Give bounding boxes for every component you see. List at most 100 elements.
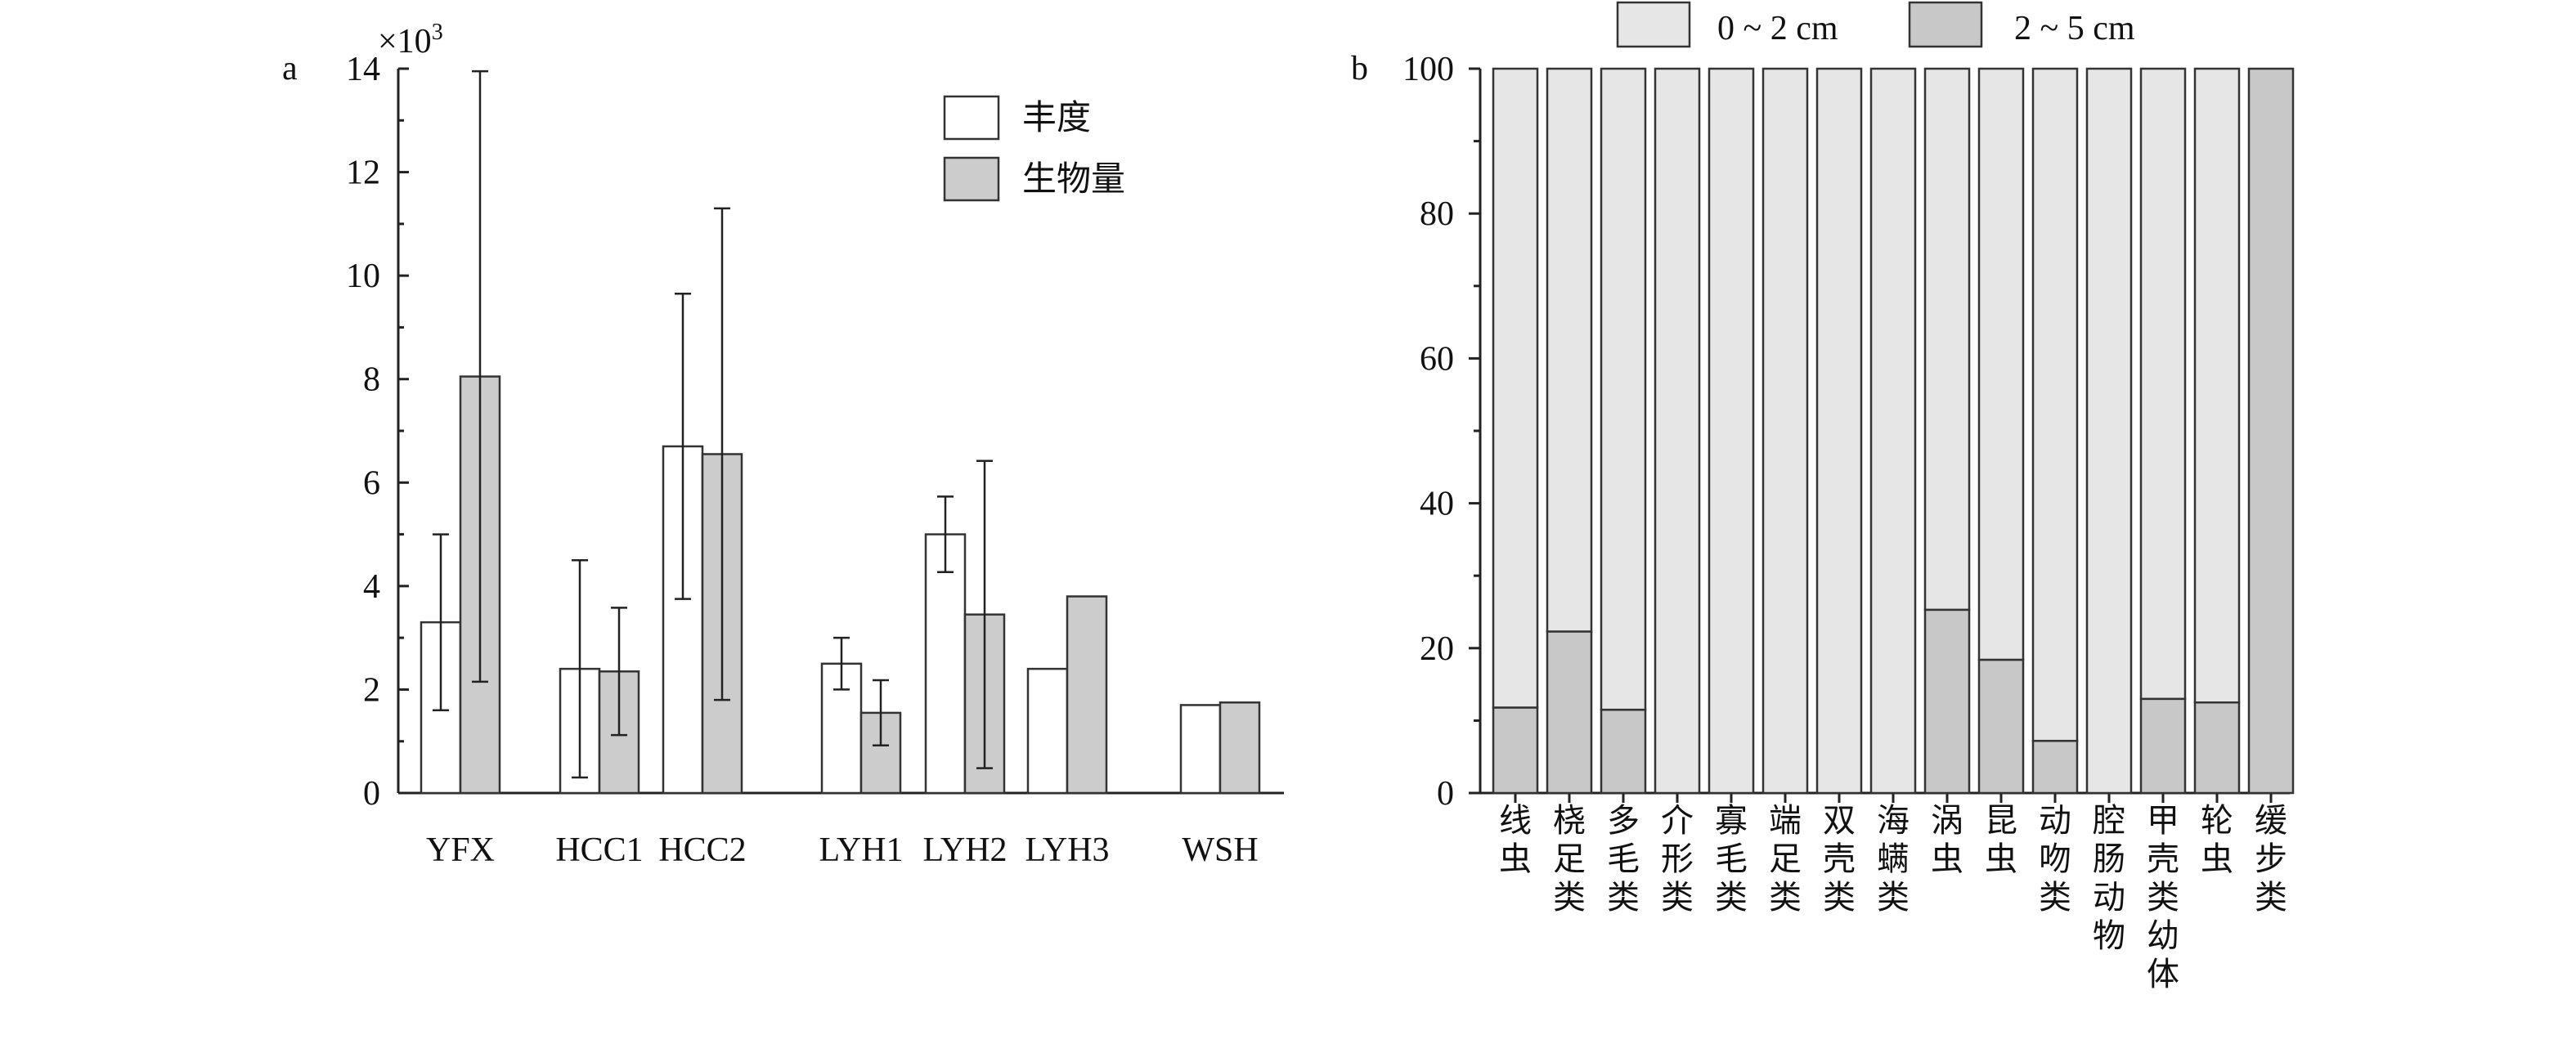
x-tick-label-char: 缓 xyxy=(2255,802,2287,839)
x-tick-label-char: 虫 xyxy=(1499,840,1532,877)
panel-a-legend: 丰度 生物量 xyxy=(943,95,1125,202)
bar-segment-0-2cm xyxy=(1600,67,1647,711)
x-tick-label: LYH3 xyxy=(1025,831,1109,869)
y-tick-label: 40 xyxy=(1420,486,1454,523)
x-tick-label: YFX xyxy=(426,831,495,869)
legend-label-0-2cm: 0 ~ 2 cm xyxy=(1717,10,1838,47)
bar-segment-0-2cm xyxy=(1546,67,1593,633)
y-tick-label: 100 xyxy=(1402,51,1454,88)
y-tick-label: 14 xyxy=(346,51,380,88)
bar-segment-0-2cm xyxy=(2085,67,2133,795)
x-tick-label-char: 类 xyxy=(1661,879,1694,916)
bar-segment-0-2cm xyxy=(1492,67,1539,709)
x-tick-label-char: 多 xyxy=(1607,802,1640,839)
x-tick-label-char: 虫 xyxy=(1985,840,2017,877)
y-tick-label: 8 xyxy=(363,361,380,399)
bar-segment-2-5cm xyxy=(2031,739,2079,795)
panel-b-bars xyxy=(1492,67,2295,795)
panel-a-bars xyxy=(420,375,1261,795)
panel-a-error-bars xyxy=(433,69,993,779)
y-tick-label: 80 xyxy=(1420,195,1454,233)
x-tick-label-char: 类 xyxy=(2147,879,2179,916)
x-tick-label-char: 肠 xyxy=(2093,840,2125,877)
panel-a-multiplier: ×103 xyxy=(378,20,443,60)
y-tick-label: 0 xyxy=(363,775,380,813)
bar-segment-2-5cm xyxy=(2247,67,2295,795)
bar-abundance xyxy=(924,533,967,795)
bar-biomass xyxy=(859,711,902,795)
y-tick-label: 2 xyxy=(363,671,380,709)
bar-segment-0-2cm xyxy=(1923,67,1971,612)
bar-segment-0-2cm xyxy=(1708,67,1755,795)
bar-segment-0-2cm xyxy=(1977,67,2025,661)
x-tick-label-char: 动 xyxy=(2093,879,2125,916)
x-tick-label-char: 桡 xyxy=(1553,802,1586,839)
y-tick-label: 6 xyxy=(363,464,380,502)
y-tick-label: 0 xyxy=(1437,775,1454,813)
x-tick-label-char: 类 xyxy=(1823,879,1856,916)
bar-segment-0-2cm xyxy=(1869,67,1917,795)
x-tick-label-char: 双 xyxy=(1823,802,1856,839)
x-tick-label-char: 类 xyxy=(1607,879,1640,916)
x-tick-label-char: 类 xyxy=(2039,879,2071,916)
panel-b-label: b xyxy=(1351,50,1368,87)
x-tick-label-char: 线 xyxy=(1499,802,1532,839)
bar-segment-0-2cm xyxy=(1815,67,1863,795)
x-tick-label-char: 体 xyxy=(2147,956,2179,992)
bar-segment-0-2cm xyxy=(1654,67,1701,795)
x-tick-label-char: 壳 xyxy=(2147,840,2179,877)
bar-segment-0-2cm xyxy=(2031,67,2079,742)
x-tick-label-char: 虫 xyxy=(2201,840,2233,877)
bar-segment-2-5cm xyxy=(1600,708,1647,795)
bar-segment-2-5cm xyxy=(1546,630,1593,795)
x-tick-label-char: 螨 xyxy=(1877,840,1910,877)
legend-swatch-2-5cm xyxy=(1908,1,1983,48)
bar-segment-0-2cm xyxy=(2139,67,2187,701)
x-tick-label-char: 虫 xyxy=(1931,840,1963,877)
bar-biomass xyxy=(1218,701,1261,795)
x-tick-label-char: 类 xyxy=(1715,879,1748,916)
y-tick-label: 10 xyxy=(346,258,380,295)
x-tick-label: LYH1 xyxy=(819,831,903,869)
x-tick-label-char: 腔 xyxy=(2093,802,2125,839)
legend-label-biomass: 生物量 xyxy=(1022,161,1125,199)
x-tick-label-char: 类 xyxy=(1877,879,1910,916)
panel-b-legend: 0 ~ 2 cm 2 ~ 5 cm xyxy=(1616,1,2135,48)
x-tick-label-char: 步 xyxy=(2255,840,2287,877)
legend-swatch-biomass xyxy=(943,156,1000,202)
x-tick-label: LYH2 xyxy=(922,831,1007,869)
bar-segment-2-5cm xyxy=(1977,658,2025,795)
bar-abundance xyxy=(1179,704,1222,795)
x-tick-label-char: 壳 xyxy=(1823,840,1856,877)
bar-segment-0-2cm xyxy=(2193,67,2241,704)
panel-a-abundance-biomass-chart: a ×103 0 2 4 6 8 10 12 14 YFX HCC1 HCC2 LYH1 LYH2 LYH… xyxy=(282,20,1284,869)
x-tick-label-char: 甲 xyxy=(2147,802,2179,839)
x-tick-label-char: 吻 xyxy=(2039,840,2071,877)
panel-b-depth-distribution-chart: b 0 ~ 2 cm 2 ~ 5 cm 线虫桡足类多毛类介形类寡毛类端足类双壳类… xyxy=(1351,1,2295,992)
bar-segment-0-2cm xyxy=(1761,67,1809,795)
bar-segment-2-5cm xyxy=(1923,608,1971,795)
bar-segment-2-5cm xyxy=(1492,706,1539,795)
x-tick-label-char: 类 xyxy=(1769,879,1802,916)
legend-swatch-0-2cm xyxy=(1616,1,1691,48)
legend-label-2-5cm: 2 ~ 5 cm xyxy=(2014,10,2135,47)
bar-biomass xyxy=(1066,595,1108,795)
x-tick-label-char: 幼 xyxy=(2147,917,2179,954)
bar-segment-2-5cm xyxy=(2139,697,2187,795)
x-tick-label-char: 介 xyxy=(1661,802,1694,839)
x-tick-label-char: 轮 xyxy=(2201,802,2233,839)
x-tick-label-char: 毛 xyxy=(1607,840,1640,877)
x-tick-label: HCC2 xyxy=(658,831,746,869)
y-tick-label: 4 xyxy=(363,568,380,606)
x-tick-label-char: 寡 xyxy=(1715,802,1748,839)
x-tick-label-char: 毛 xyxy=(1715,840,1748,877)
y-tick-label: 12 xyxy=(346,155,380,192)
bar-abundance xyxy=(1026,667,1069,795)
x-tick-label-char: 海 xyxy=(1877,802,1910,839)
x-tick-label-char: 足 xyxy=(1769,840,1802,877)
x-tick-label-char: 昆 xyxy=(1985,802,2017,839)
x-tick-label: WSH xyxy=(1182,831,1258,869)
legend-swatch-abundance xyxy=(943,95,1000,141)
x-tick-label-char: 足 xyxy=(1553,840,1586,877)
